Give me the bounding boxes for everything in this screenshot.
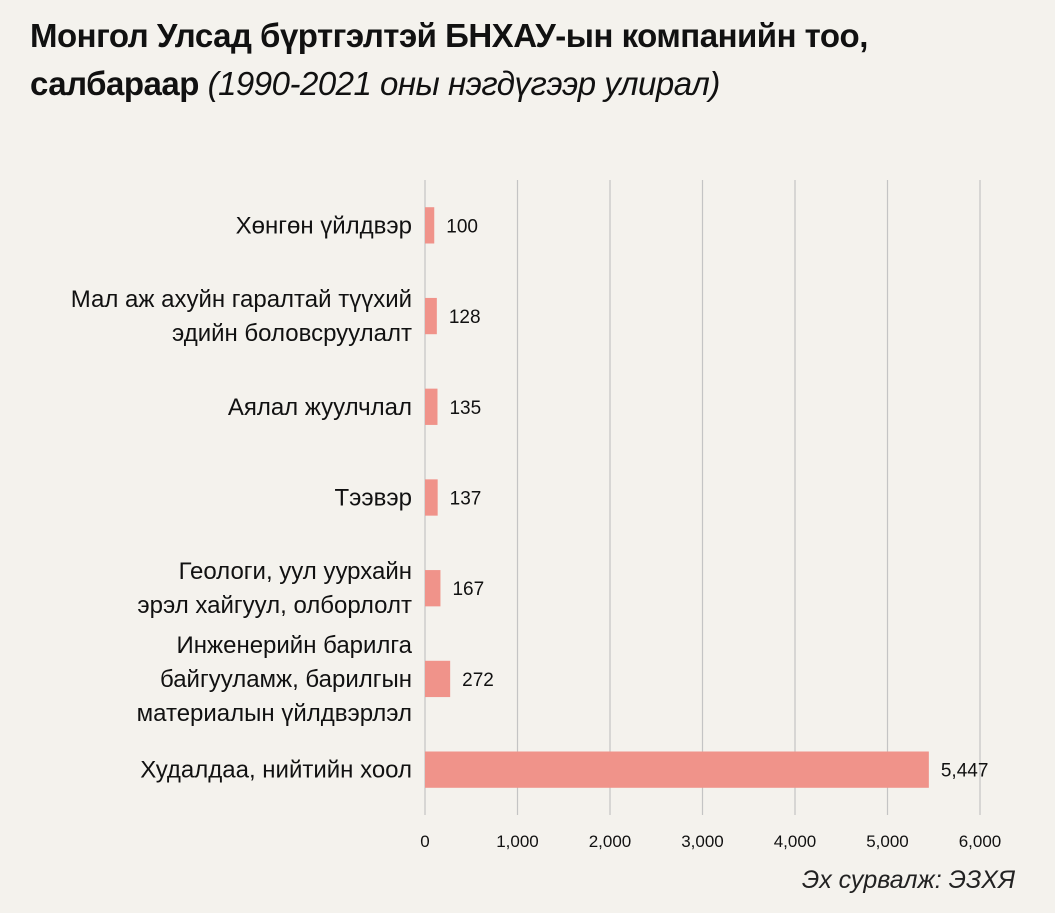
category-label-line: Инженерийн барилга	[177, 632, 413, 659]
chart-title: Монгол Улсад бүртгэлтэй БНХАУ-ын компани…	[30, 12, 1030, 108]
category-label: Аялал жуулчлал	[228, 394, 412, 421]
category-label-line: Худалдаа, нийтийн хоол	[140, 757, 412, 784]
x-tick-label: 5,000	[866, 832, 909, 851]
value-label: 5,447	[941, 761, 989, 782]
bar	[425, 570, 441, 607]
value-label: 137	[450, 489, 482, 510]
category-label-line: Мал аж ахуйн гаралтай түүхий	[71, 286, 412, 313]
category-label-line: Аялал жуулчлал	[228, 394, 412, 421]
category-label: Геологи, уул уурхайн эрэл хайгуул, олборл…	[137, 558, 412, 619]
category-label-line: материалын үйлдвэрлэл	[137, 700, 412, 727]
x-tick-label: 2,000	[589, 832, 632, 851]
value-label: 100	[446, 216, 478, 237]
category-labels: Хөнгөн үйлдвэр Мал аж ахуйн гаралтай түүх…	[71, 212, 413, 783]
category-label: Мал аж ахуйн гаралтай түүхий эдийн боловс…	[71, 286, 412, 347]
title-line-2-bold: салбараар	[30, 65, 199, 102]
bar	[425, 388, 438, 425]
x-tick-label: 1,000	[496, 832, 539, 851]
grid-lines	[424, 180, 981, 815]
category-label-line: Тээвэр	[335, 485, 413, 512]
bars	[425, 207, 929, 788]
category-label: Худалдаа, нийтийн хоол	[140, 757, 412, 784]
category-label: Хөнгөн үйлдвэр	[236, 212, 412, 239]
x-tick-label: 6,000	[959, 832, 1002, 851]
bar	[425, 479, 438, 516]
title-subtitle: (1990-2021 оны нэгдүгээр улирал)	[207, 65, 721, 102]
category-label-line: эдийн боловсруулалт	[172, 320, 412, 347]
x-tick-label: 4,000	[774, 832, 817, 851]
value-label: 135	[449, 398, 481, 419]
title-line-1: Монгол Улсад бүртгэлтэй БНХАУ-ын компани…	[30, 17, 868, 54]
category-label: Инженерийн барилга байгууламж, барилгын ма…	[137, 632, 413, 727]
bar	[425, 297, 437, 335]
value-label: 272	[462, 670, 494, 691]
value-label: 167	[452, 579, 484, 600]
x-tick-label: 0	[420, 832, 429, 851]
x-tick-label: 3,000	[681, 832, 724, 851]
category-label-line: Геологи, уул уурхайн	[179, 558, 412, 585]
bar	[425, 660, 451, 698]
bar	[425, 207, 435, 244]
value-label: 128	[449, 307, 481, 328]
source-note: Эх сурвалж: ЭЗХЯ	[801, 866, 1015, 894]
bar	[425, 751, 929, 788]
value-labels: 100 128 135 137 167 272 5,447	[446, 216, 988, 781]
x-axis-ticks: 0 1,000 2,000 3,000 4,000 5,000 6,000	[420, 832, 1001, 851]
title-line-2: салбараар (1990-2021 оны нэгдүгээр улира…	[30, 60, 1030, 108]
category-label-line: байгууламж, барилгын	[160, 666, 412, 693]
category-label: Тээвэр	[335, 485, 413, 512]
category-label-line: Хөнгөн үйлдвэр	[236, 212, 412, 239]
category-label-line: эрэл хайгуул, олборлолт	[137, 592, 412, 619]
